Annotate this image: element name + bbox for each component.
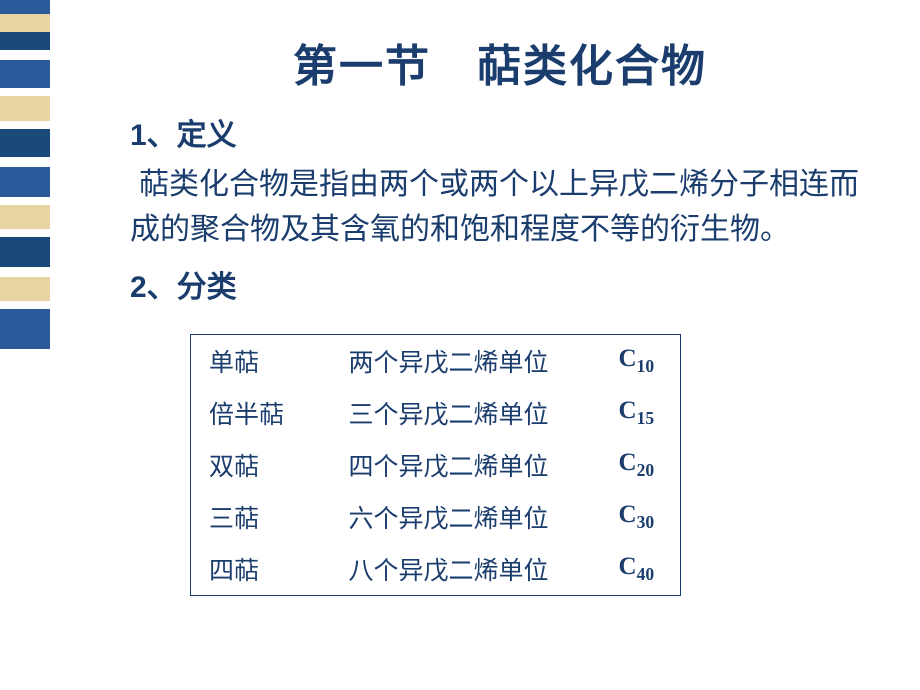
terpene-name: 双萜 [191,439,331,491]
sidebar-stripe [0,229,50,237]
table-row: 四萜八个异戊二烯单位C40 [191,543,681,596]
sidebar-stripe [0,167,50,197]
terpene-desc: 四个异戊二烯单位 [331,439,601,491]
terpene-desc: 两个异戊二烯单位 [331,335,601,388]
terpene-desc: 三个异戊二烯单位 [331,387,601,439]
table-row: 三萜六个异戊二烯单位C30 [191,491,681,543]
terpene-formula: C15 [601,387,681,439]
terpene-name: 倍半萜 [191,387,331,439]
sidebar-stripe [0,309,50,349]
sidebar-stripe [0,197,50,205]
sidebar-stripe [0,157,50,167]
terpene-name: 四萜 [191,543,331,596]
terpene-formula: C40 [601,543,681,596]
sidebar-stripe [0,32,50,50]
terpene-name: 单萜 [191,335,331,388]
section2-heading: 2、分类 [130,262,870,306]
sidebar-stripe [0,301,50,309]
terpene-name: 三萜 [191,491,331,543]
sidebar-stripe [0,96,50,121]
terpene-formula: C20 [601,439,681,491]
sidebar-stripe [0,349,50,690]
terpene-desc: 八个异戊二烯单位 [331,543,601,596]
sidebar-stripe [0,50,50,60]
sidebar-stripe [0,121,50,129]
sidebar-stripe [0,267,50,277]
terpene-formula: C30 [601,491,681,543]
terpene-formula: C10 [601,335,681,388]
classification-table: 单萜两个异戊二烯单位C10倍半萜三个异戊二烯单位C15双萜四个异戊二烯单位C20… [190,334,681,596]
table-row: 倍半萜三个异戊二烯单位C15 [191,387,681,439]
decorative-sidebar [0,0,50,690]
page-title: 第一节 萜类化合物 [150,30,850,94]
sidebar-stripe [0,205,50,229]
sidebar-stripe [0,0,50,14]
section1-paragraph: 萜类化合物是指由两个或两个以上异戊二烯分子相连而成的聚合物及其含氧的和饱和程度不… [130,162,870,252]
section1-heading: 1、定义 [130,110,870,154]
classification-table-wrap: 单萜两个异戊二烯单位C10倍半萜三个异戊二烯单位C15双萜四个异戊二烯单位C20… [190,334,870,596]
sidebar-stripe [0,277,50,301]
terpene-desc: 六个异戊二烯单位 [331,491,601,543]
sidebar-stripe [0,129,50,157]
sidebar-stripe [0,14,50,32]
content-area: 1、定义 萜类化合物是指由两个或两个以上异戊二烯分子相连而成的聚合物及其含氧的和… [130,110,870,596]
table-row: 双萜四个异戊二烯单位C20 [191,439,681,491]
table-row: 单萜两个异戊二烯单位C10 [191,335,681,388]
sidebar-stripe [0,237,50,267]
sidebar-stripe [0,60,50,88]
sidebar-stripe [0,88,50,96]
